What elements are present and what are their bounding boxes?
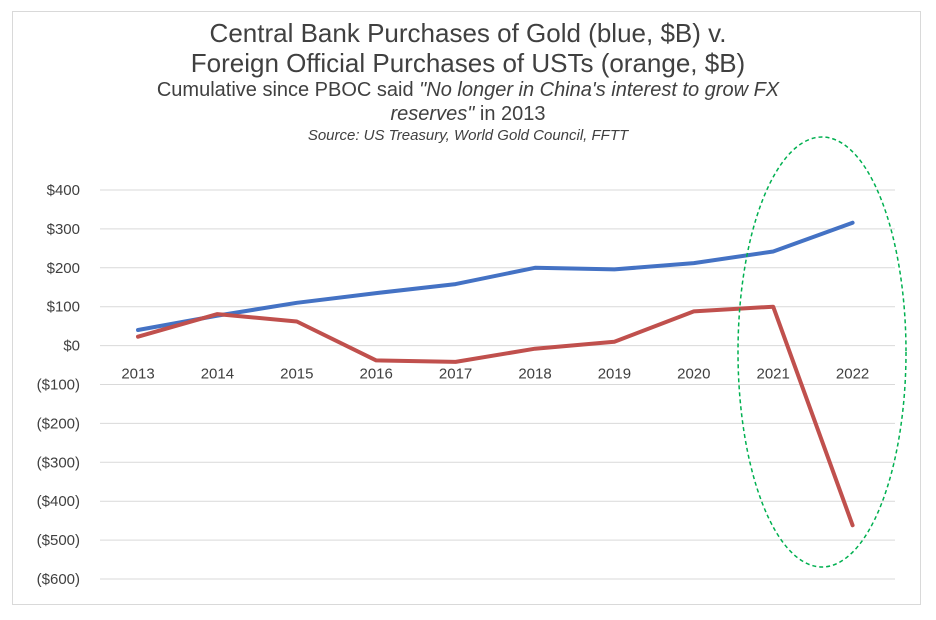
y-tick-label: ($400) <box>37 493 80 510</box>
chart-subtitle: Cumulative since PBOC said "No longer in… <box>0 78 936 126</box>
subtitle-quote-2: reserves" <box>390 103 475 125</box>
chart-titles: Central Bank Purchases of Gold (blue, $B… <box>0 18 936 146</box>
x-tick-label: 2013 <box>121 366 154 383</box>
y-tick-label: ($200) <box>37 415 80 432</box>
x-tick-label: 2015 <box>280 366 313 383</box>
y-tick-label: $0 <box>63 338 80 355</box>
y-tick-label: $300 <box>47 221 80 238</box>
x-tick-label: 2019 <box>598 366 631 383</box>
x-tick-label: 2016 <box>360 366 393 383</box>
series-line-1 <box>136 220 855 332</box>
y-tick-label: $400 <box>47 182 80 199</box>
y-tick-label: ($600) <box>37 571 80 588</box>
x-tick-label: 2020 <box>677 366 710 383</box>
series-line-2 <box>136 304 855 528</box>
y-tick-label: $200 <box>47 260 80 277</box>
x-tick-label: 2014 <box>201 366 234 383</box>
subtitle-prefix: Cumulative since PBOC said <box>156 79 420 101</box>
x-tick-label: 2017 <box>439 366 472 383</box>
x-tick-label: 2022 <box>836 366 869 383</box>
y-tick-label: ($300) <box>37 454 80 471</box>
y-tick-label: ($500) <box>37 532 80 549</box>
y-tick-label: $100 <box>47 299 80 316</box>
x-tick-label: 2018 <box>518 366 551 383</box>
subtitle-quote-1: "No longer in China's interest to grow F… <box>419 79 780 101</box>
x-tick-label: 2021 <box>757 366 790 383</box>
highlight-ellipse <box>737 136 907 568</box>
chart-title: Central Bank Purchases of Gold (blue, $B… <box>209 18 727 48</box>
subtitle-suffix: in 2013 <box>474 103 546 125</box>
y-tick-label: ($100) <box>37 377 80 394</box>
chart-title-line2: Foreign Official Purchases of USTs (oran… <box>190 48 746 78</box>
chart-source: Source: US Treasury, World Gold Council,… <box>307 127 629 144</box>
